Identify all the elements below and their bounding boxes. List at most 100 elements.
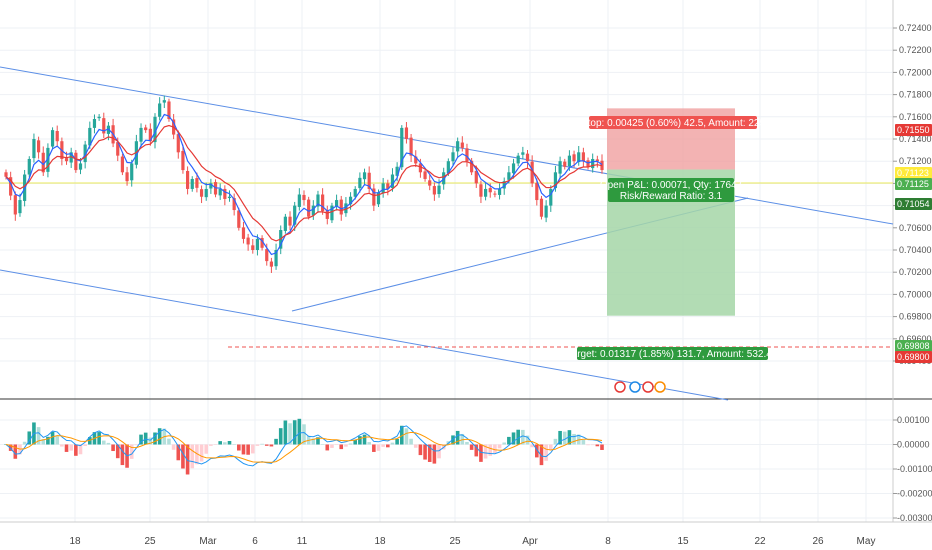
macd-hist-bar-120 bbox=[562, 431, 567, 445]
candle-body-78 bbox=[367, 172, 371, 189]
candle-body-13 bbox=[64, 158, 69, 162]
macd-hist-bar-82 bbox=[386, 444, 390, 448]
candle-body-66 bbox=[311, 205, 315, 216]
x-tick-label-10: 22 bbox=[754, 536, 766, 547]
x-tick-label-4: 11 bbox=[297, 536, 308, 547]
macd-hist-bar-2 bbox=[13, 444, 18, 459]
candle-body-119 bbox=[558, 161, 562, 174]
candle-body-70 bbox=[330, 205, 334, 221]
candle-body-10 bbox=[50, 130, 55, 147]
risk-reward-label: Risk/Reward Ratio: 3.1 bbox=[620, 191, 723, 202]
candle-body-117 bbox=[549, 188, 553, 206]
macd-hist-bar-44 bbox=[209, 444, 213, 446]
open-pl-label: Open P&L: 0.00071, Qty: 17647 bbox=[600, 180, 743, 191]
candle-body-120 bbox=[563, 161, 567, 167]
macd-hist-bar-56 bbox=[264, 444, 269, 446]
macd-hist-bar-62 bbox=[292, 420, 297, 445]
candle-body-41 bbox=[195, 178, 199, 188]
candle-body-113 bbox=[530, 161, 534, 184]
candle-body-11 bbox=[55, 131, 59, 142]
candle-body-53 bbox=[251, 245, 255, 250]
macd-hist-bar-20 bbox=[97, 432, 101, 445]
candle-body-43 bbox=[204, 188, 208, 198]
macd-hist-bar-70 bbox=[330, 444, 334, 448]
candle-body-67 bbox=[316, 194, 320, 207]
macd-hist-bar-52 bbox=[246, 444, 250, 455]
price-label-bg-0 bbox=[895, 124, 932, 136]
price-label-0: 0.71550 bbox=[897, 125, 930, 135]
candle-body-90 bbox=[423, 171, 427, 179]
macd-hist-bar-100 bbox=[469, 444, 474, 450]
candle-body-102 bbox=[479, 184, 483, 197]
candle-body-64 bbox=[302, 194, 306, 201]
macd-hist-bar-90 bbox=[423, 444, 427, 460]
candle-body-8 bbox=[41, 152, 45, 173]
macd-hist-bar-83 bbox=[390, 442, 395, 445]
macd-hist-bar-105 bbox=[493, 444, 497, 454]
target-label-bg bbox=[577, 347, 768, 360]
x-tick-label-8: 8 bbox=[605, 536, 611, 547]
macd-hist-bar-1 bbox=[8, 444, 13, 451]
macd-y-tick-label-1: 0.00000 bbox=[897, 440, 930, 450]
y-tick-label-14: 0.69600 bbox=[899, 334, 932, 344]
trend-lines bbox=[0, 66, 894, 401]
position-boxes bbox=[607, 108, 735, 316]
candle-body-7 bbox=[36, 140, 41, 153]
macd-y-tick-label-4: -0.00300 bbox=[897, 513, 932, 523]
price-label-2: 0.71125 bbox=[897, 179, 929, 189]
event-flag-icon-2 bbox=[642, 381, 654, 393]
candle-body-76 bbox=[358, 177, 362, 189]
candle-body-61 bbox=[288, 216, 292, 226]
macd-hist-bar-109 bbox=[511, 432, 516, 445]
candle-body-95 bbox=[446, 161, 450, 174]
macd-hist-bar-63 bbox=[297, 418, 302, 445]
candle-body-73 bbox=[344, 203, 348, 214]
y-tick-label-13: 0.69800 bbox=[899, 312, 932, 322]
y-tick-label-5: 0.71400 bbox=[899, 134, 932, 144]
y-tick-label-2: 0.72000 bbox=[899, 67, 932, 77]
stop-label-bg bbox=[589, 116, 757, 129]
candle-body-14 bbox=[69, 152, 73, 163]
macd-hist-bar-68 bbox=[320, 444, 325, 445]
macd-hist-bar-57 bbox=[269, 444, 274, 447]
stop-label: Stop: 0.00425 (0.60%) 42.5, Amount: 225 bbox=[581, 118, 765, 129]
macd-hist-bar-51 bbox=[241, 444, 246, 455]
candle-body-112 bbox=[525, 153, 530, 162]
candle-body-88 bbox=[414, 156, 418, 164]
macd-hist-bar-128 bbox=[600, 444, 604, 450]
candle-body-96 bbox=[451, 152, 455, 162]
event-flag-icon-1 bbox=[629, 381, 641, 393]
candle-body-3 bbox=[18, 200, 22, 214]
candle-body-24 bbox=[116, 142, 120, 156]
candle-body-39 bbox=[185, 170, 190, 189]
candle-body-116 bbox=[544, 205, 548, 218]
candle-body-115 bbox=[539, 198, 544, 217]
macd-hist-bar-7 bbox=[36, 427, 41, 445]
y-tick-label-1: 0.72200 bbox=[899, 45, 932, 55]
macd-hist-bar-28 bbox=[134, 444, 139, 446]
macd-hist-bar-35 bbox=[167, 438, 171, 445]
macd-hist-bar-78 bbox=[367, 442, 371, 445]
macd-hist-bar-25 bbox=[120, 444, 125, 466]
x-tick-label-9: 15 bbox=[677, 536, 689, 547]
macd-hist-bar-43 bbox=[204, 444, 209, 454]
target-label: Target: 0.01317 (1.85%) 131.7, Amount: 5… bbox=[567, 349, 778, 360]
trend-line-lower bbox=[0, 269, 729, 401]
macd-hist-bar-74 bbox=[348, 443, 353, 445]
candle-body-65 bbox=[307, 199, 311, 217]
candle-body-86 bbox=[404, 127, 409, 139]
candle-body-16 bbox=[78, 163, 83, 170]
candle-body-15 bbox=[74, 152, 78, 171]
candle-body-89 bbox=[418, 163, 423, 173]
moving-average-1 bbox=[5, 124, 603, 242]
candle-body-103 bbox=[483, 188, 488, 197]
candle-body-109 bbox=[511, 163, 516, 174]
candle-body-101 bbox=[474, 170, 478, 184]
price-label-4: 0.69808 bbox=[897, 341, 930, 351]
candle-body-107 bbox=[502, 181, 506, 189]
candle-body-122 bbox=[572, 154, 576, 162]
macd-hist-bar-88 bbox=[413, 444, 418, 448]
y-tick-label-3: 0.71800 bbox=[899, 90, 932, 100]
macd-layer bbox=[4, 418, 604, 475]
candle-body-55 bbox=[260, 238, 264, 248]
